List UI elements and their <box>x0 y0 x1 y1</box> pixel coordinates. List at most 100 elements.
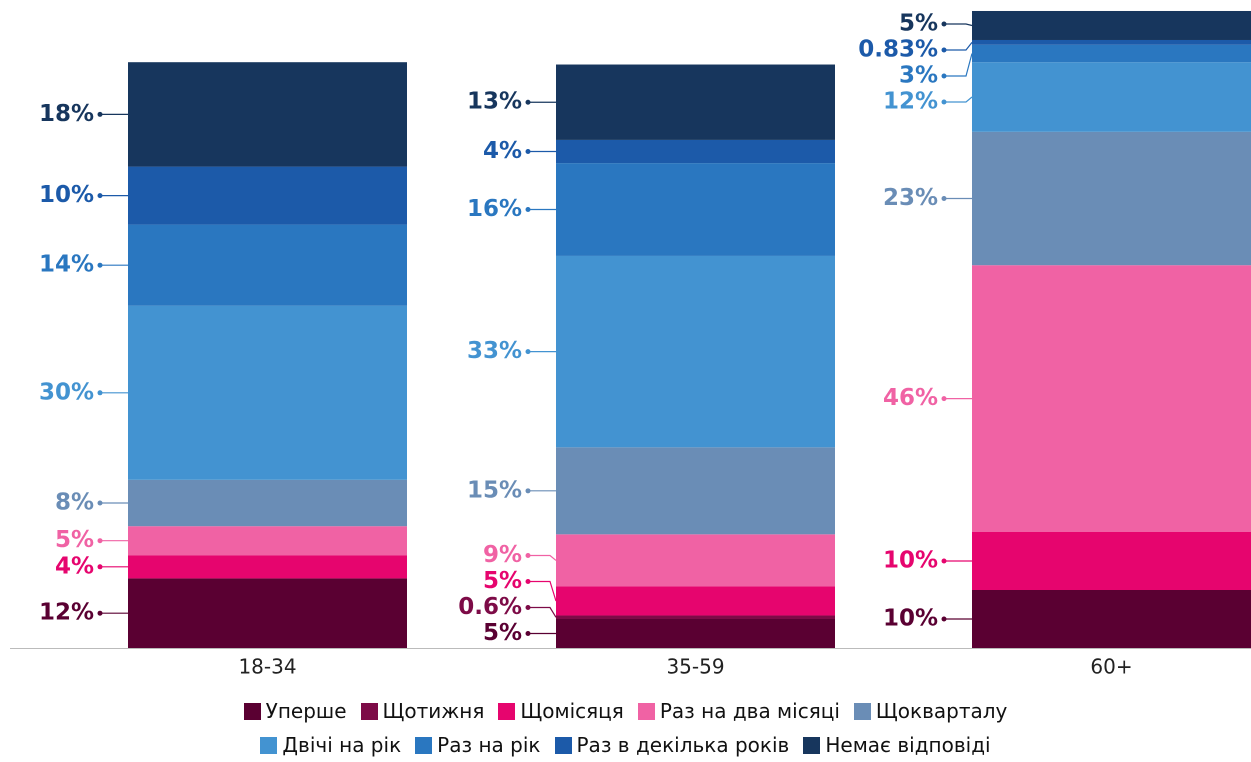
bar-segment <box>972 590 1251 648</box>
legend-label: Немає відповіді <box>825 733 991 757</box>
bar-segment <box>128 479 407 527</box>
value-label: 5% <box>899 11 938 37</box>
legend-swatch <box>637 702 655 720</box>
legend-item: Щокварталу <box>853 699 1008 723</box>
value-label: 0.83% <box>858 37 938 63</box>
bar-segment <box>556 619 835 648</box>
legend-label: Двічі на рік <box>282 733 402 757</box>
legend-item: Уперше <box>243 699 347 723</box>
leader-dot <box>97 390 103 396</box>
value-label: 5% <box>483 620 522 646</box>
legend-item: Щомісяця <box>498 699 624 723</box>
bar-segment <box>128 305 407 480</box>
value-label: 0.6% <box>458 594 522 620</box>
bar-segment <box>556 447 835 535</box>
leader-dot <box>941 73 947 79</box>
bar-segment <box>556 64 835 140</box>
leader-dot <box>941 616 947 622</box>
legend-label: Раз в декілька років <box>576 733 790 757</box>
leader-dot <box>97 538 103 544</box>
value-label: 10% <box>883 606 938 632</box>
leader-dot <box>525 488 531 494</box>
leader-dot <box>941 558 947 564</box>
legend-swatch <box>554 736 572 754</box>
legend: Уперше Щотижня Щомісяця Раз на два місяці Що… <box>0 694 1251 762</box>
bar-segment <box>972 131 1251 266</box>
legend-label: Раз на рік <box>437 733 541 757</box>
legend-label: Уперше <box>265 699 347 723</box>
chart: 18-3412%4%5%8%30%14%10%18%35-595%0.6%5%9… <box>10 10 1251 679</box>
leader-dot <box>97 111 103 117</box>
value-label: 12% <box>883 89 938 115</box>
legend-swatch <box>803 736 821 754</box>
bar-segment <box>972 44 1251 63</box>
bar-segment <box>556 163 835 256</box>
x-tick-label: 60+ <box>1090 655 1132 679</box>
leader-dot <box>941 47 947 53</box>
leader-dot <box>97 564 103 570</box>
bar-segment <box>556 534 835 587</box>
leader-dot <box>941 99 947 105</box>
leader-line <box>528 554 557 561</box>
leader-dot <box>525 579 531 584</box>
value-label: 13% <box>467 89 522 115</box>
value-label: 4% <box>55 553 94 579</box>
legend-item: Раз на два місяці <box>637 699 840 723</box>
leader-dot <box>97 610 103 616</box>
value-label: 16% <box>467 196 522 222</box>
legend-swatch <box>360 702 378 720</box>
x-tick-label: 35-59 <box>666 655 724 679</box>
leader-dot <box>525 99 531 105</box>
bar-segment <box>972 62 1251 132</box>
legend-swatch <box>260 736 278 754</box>
bar-segment <box>972 39 1251 45</box>
value-label: 18% <box>39 101 94 127</box>
legend-item: Раз в декілька років <box>554 733 790 757</box>
leader-dot <box>97 500 103 506</box>
value-label: 33% <box>467 338 522 364</box>
bar-segment <box>128 62 407 167</box>
bar-segment <box>128 555 407 579</box>
value-label: 12% <box>39 600 94 626</box>
bar-segment <box>556 615 835 619</box>
value-label: 3% <box>899 63 938 89</box>
bar-segment <box>972 10 1251 40</box>
leader-line <box>944 96 973 103</box>
value-label: 5% <box>55 527 94 553</box>
leader-dot <box>525 207 531 213</box>
leader-dot <box>97 262 103 268</box>
legend-label: Щокварталу <box>875 699 1008 723</box>
legend-row: Уперше Щотижня Щомісяця Раз на два місяці Що… <box>0 694 1251 728</box>
legend-row: Двічі на рік Раз на рік Раз в декілька рок… <box>0 728 1251 762</box>
bar-segment <box>128 224 407 306</box>
x-tick-label: 18-34 <box>238 655 296 679</box>
bar-segment <box>556 139 835 164</box>
value-label: 8% <box>55 490 94 516</box>
leader-line <box>528 606 557 618</box>
leader-dot <box>525 605 531 610</box>
bar-segment <box>972 265 1251 532</box>
leader-dot <box>97 193 103 199</box>
leader-line <box>944 42 973 51</box>
leader-line <box>944 23 973 27</box>
bar-segment <box>128 166 407 225</box>
leader-line <box>944 53 973 77</box>
legend-item: Двічі на рік <box>260 733 401 757</box>
value-label: 10% <box>39 182 94 208</box>
legend-item: Немає відповіді <box>803 733 991 757</box>
bar-segment <box>972 532 1251 590</box>
leader-dot <box>525 149 531 155</box>
value-label: 10% <box>883 548 938 574</box>
legend-label: Щомісяця <box>520 699 624 723</box>
value-label: 5% <box>483 568 522 594</box>
bar-segment <box>556 255 835 448</box>
value-label: 4% <box>483 138 522 164</box>
leader-dot <box>941 396 947 402</box>
value-label: 30% <box>39 379 94 405</box>
leader-dot <box>525 349 531 355</box>
value-label: 15% <box>467 477 522 503</box>
legend-item: Раз на рік <box>415 733 541 757</box>
leader-dot <box>525 553 531 558</box>
bar-segment <box>128 578 407 648</box>
